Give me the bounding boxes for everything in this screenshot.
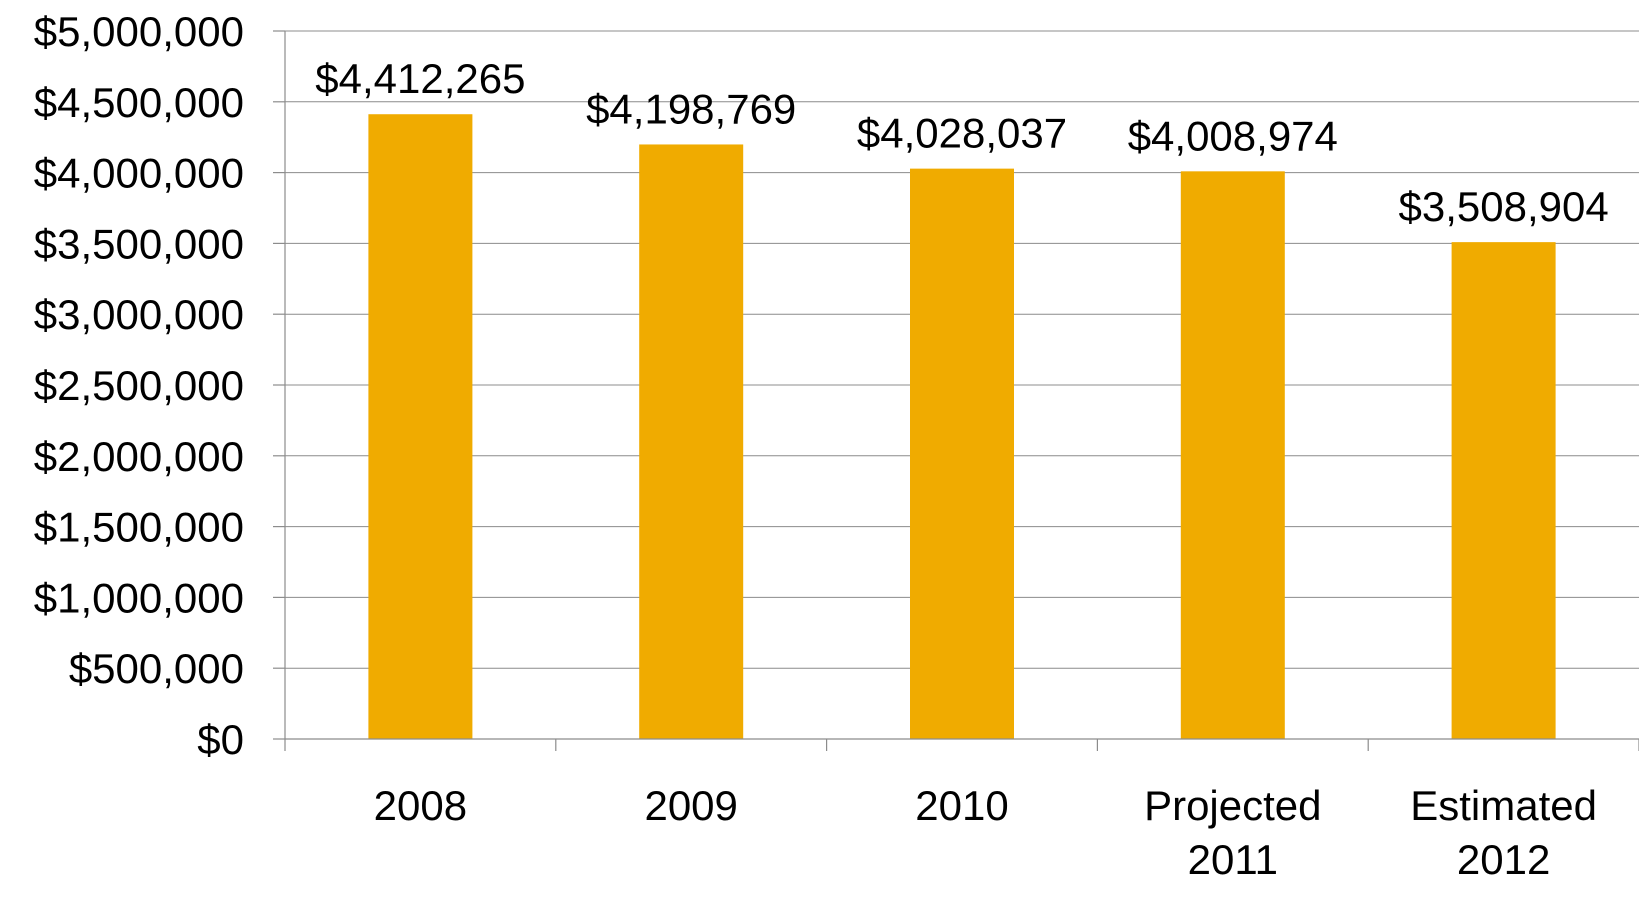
y-tick-label: $1,500,000 <box>34 504 244 551</box>
y-tick-label: $1,000,000 <box>34 574 244 621</box>
y-tick-label: $4,000,000 <box>34 150 244 197</box>
bar <box>368 114 473 740</box>
bar <box>910 168 1014 740</box>
x-tick-label: 2008 <box>374 782 467 829</box>
y-tick-label: $0 <box>197 716 244 763</box>
x-tick-label: 2010 <box>915 782 1008 829</box>
data-label: $4,198,769 <box>586 85 796 132</box>
x-tick-label: Projected 2011 <box>1144 782 1321 883</box>
y-tick-label: $5,000,000 <box>34 8 244 55</box>
y-tick-label: $4,500,000 <box>34 79 244 126</box>
x-tick-label: Estimated 2012 <box>1410 782 1597 883</box>
x-tick-label: 2009 <box>644 782 737 829</box>
y-tick-label: $2,500,000 <box>34 362 244 409</box>
bar <box>639 144 744 739</box>
y-tick-label: $500,000 <box>69 645 244 692</box>
data-label: $3,508,904 <box>1398 183 1608 230</box>
data-labels: $4,412,265 $4,198,769 $4,028,037 $4,008,974… <box>315 55 1608 230</box>
bar <box>1451 242 1556 739</box>
data-label: $4,412,265 <box>315 55 525 102</box>
data-label: $4,028,037 <box>857 110 1067 157</box>
y-tick-label: $3,500,000 <box>34 220 244 267</box>
axes <box>273 30 1639 751</box>
data-label: $4,008,974 <box>1128 112 1338 159</box>
x-axis-tick-labels: 2008 2009 2010 Projected 2011 Estimated 2012 <box>374 782 1597 883</box>
bar <box>1180 171 1285 739</box>
bars <box>368 114 1556 740</box>
y-tick-label: $2,000,000 <box>34 433 244 480</box>
y-axis-tick-labels: $0 $500,000 $1,000,000 $1,500,000 $2,000,000… <box>34 8 244 763</box>
y-tick-label: $3,000,000 <box>34 291 244 338</box>
